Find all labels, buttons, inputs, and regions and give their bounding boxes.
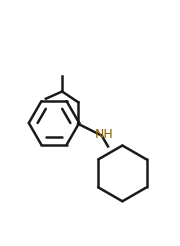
Text: NH: NH (95, 128, 113, 141)
